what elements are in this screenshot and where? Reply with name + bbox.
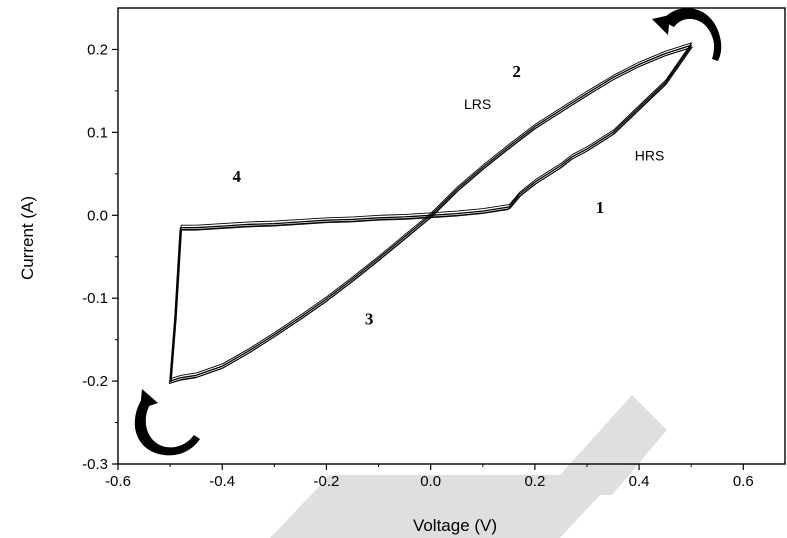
series-layer [169,42,693,385]
region-number-4: 4 [233,167,242,186]
annotation-layer: 1 2 3 4 LRS HRS [233,62,665,329]
x-tick-label: -0.4 [209,473,235,490]
series-cycle-line [170,46,693,384]
x-tick-label: -0.6 [105,473,131,490]
y-tick-label: -0.2 [82,373,108,390]
region-number-1: 1 [596,198,605,217]
series-cycle-line [170,42,693,380]
clockwise-arrow-icon [652,8,722,61]
y-tick-label: -0.3 [82,456,108,473]
x-axis-title: Voltage (V) [413,516,497,535]
x-tick-label: 0.6 [733,473,754,490]
region-number-3: 3 [365,310,374,329]
state-label-hrs: HRS [635,148,665,164]
series-line [169,44,692,382]
axes: -0.6 -0.4 -0.2 0.0 0.2 0.4 0.6 -0.3 -0.2 -0.1 0.0 0… [82,7,786,490]
y-axis-title: Current (A) [18,196,37,280]
y-tick-label: 0.1 [87,124,108,141]
region-number-2: 2 [512,62,521,81]
x-tick-label: 0.2 [524,473,545,490]
y-tick-label: 0.2 [87,41,108,58]
x-tick-label: -0.2 [314,473,340,490]
plot-frame [117,7,786,465]
y-tick-label: 0.0 [87,207,108,224]
clockwise-arrow-icon [134,389,200,456]
state-label-lrs: LRS [464,96,491,112]
x-tick-label: 0.0 [420,473,441,490]
y-tick-label: -0.1 [82,290,108,307]
x-tick-label: 0.4 [629,473,650,490]
watermark-mark [270,395,667,538]
